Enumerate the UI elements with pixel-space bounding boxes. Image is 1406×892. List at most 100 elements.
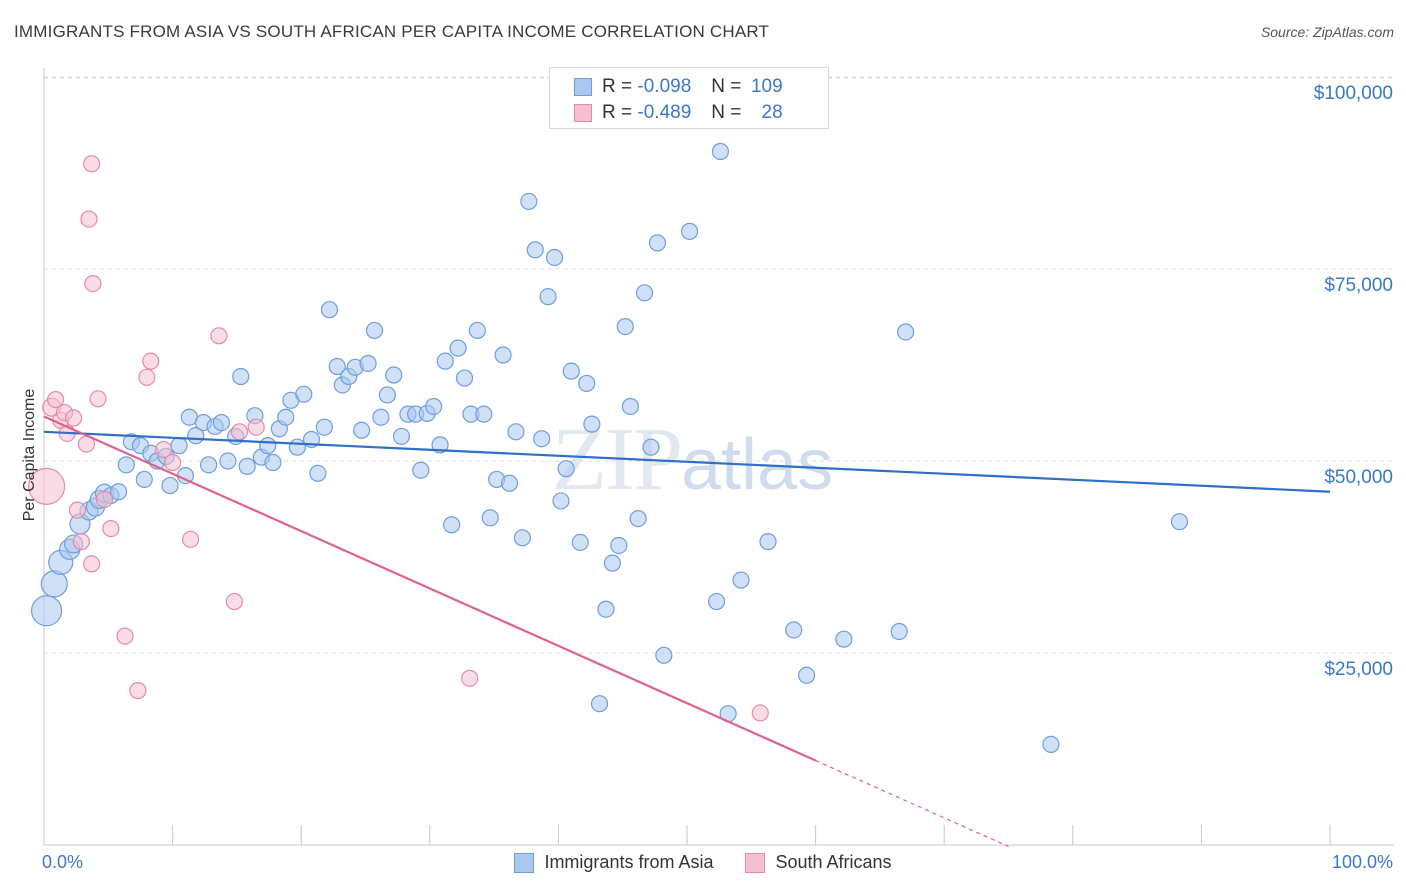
asia-point-79 [545, 248, 564, 267]
asia-point-69 [481, 509, 499, 527]
asia-point-83 [571, 533, 589, 552]
asia-point-62 [436, 352, 454, 370]
south-african-point-26 [84, 274, 102, 293]
asia-point-61 [431, 436, 449, 454]
south-african-point-22 [225, 592, 243, 611]
asia-point-19 [161, 476, 179, 495]
asia-point-25 [200, 456, 218, 474]
asia-point-88 [603, 554, 622, 572]
stats-row-asia: R = -0.098 N = 109 [550, 74, 783, 100]
asia-point-108 [1042, 735, 1060, 753]
asia-point-64 [449, 339, 467, 357]
asia-point-42 [309, 464, 327, 482]
stats-r-value: -0.489 [637, 102, 692, 123]
south-african-point-12 [95, 490, 114, 508]
chart-title: IMMIGRANTS FROM ASIA VS SOUTH AFRICAN PE… [14, 22, 770, 41]
gridlines [44, 76, 1394, 654]
asia-point-54 [385, 366, 403, 384]
watermark: ZIPatlas [552, 408, 833, 511]
south-african-point-2 [46, 390, 65, 409]
asia-point-30 [232, 367, 250, 386]
asia-point-77 [533, 430, 551, 448]
asia-point-94 [642, 438, 660, 456]
asia-point-44 [320, 301, 339, 319]
asia-point-67 [468, 321, 486, 340]
south-african-point-29 [751, 704, 769, 722]
axes [43, 68, 1394, 846]
y-tick-label-0: $25,000 [1324, 659, 1393, 680]
asia-point-107 [897, 323, 915, 341]
asia-point-37 [277, 408, 295, 426]
series-south-africans [27, 155, 769, 722]
asia-point-20 [170, 437, 188, 455]
asia-point-40 [295, 385, 313, 403]
asia-point-96 [655, 646, 673, 664]
asia-point-43 [315, 418, 333, 436]
asia-point-109 [1170, 513, 1189, 531]
stats-swatch-asia [574, 78, 592, 96]
stats-swatch-south-africans [574, 104, 592, 122]
stats-r-label: R = [602, 102, 633, 123]
asia-point-34 [259, 437, 277, 455]
south-african-point-24 [247, 418, 265, 436]
asia-point-103 [785, 621, 803, 639]
south-african-point-18 [154, 440, 173, 459]
series-immigrants-from-asia [30, 142, 1189, 753]
correlation-stats-box: R = -0.098 N = 109 R = -0.489 N = 28 [549, 67, 829, 129]
south-african-point-27 [82, 155, 101, 173]
trend-line-south-africans [43, 415, 817, 762]
south-african-point-23 [230, 423, 249, 441]
stats-n-value: 109 [750, 76, 783, 97]
stats-row-south-africans: R = -0.489 N = 28 [550, 100, 783, 126]
legend-item-south-africans[interactable]: South Africans [745, 852, 892, 873]
y-tick-label-3: $100,000 [1313, 83, 1393, 104]
trend-lines [43, 415, 1331, 848]
asia-point-90 [616, 318, 634, 336]
asia-point-95 [648, 234, 667, 252]
asia-point-52 [372, 408, 390, 426]
asia-point-104 [797, 666, 816, 684]
asia-point-82 [562, 362, 580, 380]
legend-item-asia[interactable]: Immigrants from Asia [514, 852, 713, 873]
asia-point-73 [507, 423, 525, 441]
asia-point-87 [597, 600, 615, 618]
asia-point-76 [526, 241, 544, 259]
asia-point-81 [557, 460, 575, 478]
asia-point-78 [539, 288, 557, 306]
asia-point-75 [520, 192, 538, 211]
south-african-point-28 [461, 669, 479, 687]
asia-point-102 [759, 533, 777, 551]
south-african-point-11 [89, 390, 107, 408]
asia-point-12 [117, 456, 135, 474]
chart-legend: Immigrants from Asia South Africans [0, 852, 1406, 873]
trend-line-south-africans-extension [815, 759, 1009, 848]
stats-n-value: 28 [761, 102, 783, 123]
asia-point-99 [711, 142, 730, 161]
legend-swatch-south-africans [745, 852, 766, 873]
asia-point-89 [610, 536, 628, 555]
south-african-point-21 [210, 327, 228, 345]
asia-point-15 [135, 470, 153, 489]
asia-point-86 [590, 695, 609, 713]
stats-n-label: N = [711, 102, 742, 123]
stats-r-label: R = [602, 76, 633, 97]
asia-point-85 [583, 415, 601, 433]
south-african-point-19 [164, 453, 182, 472]
asia-point-98 [707, 592, 726, 611]
south-african-point-15 [129, 682, 147, 700]
asia-point-84 [578, 374, 596, 393]
south-african-point-6 [64, 409, 83, 427]
south-african-point-25 [80, 210, 98, 228]
asia-point-28 [219, 452, 237, 470]
south-african-point-7 [68, 501, 87, 519]
asia-point-11 [109, 483, 128, 501]
asia-point-53 [378, 386, 396, 404]
trend-line-asia [43, 430, 1331, 493]
asia-point-50 [359, 354, 377, 373]
south-african-point-10 [82, 555, 101, 573]
y-tick-label-1: $50,000 [1324, 467, 1393, 488]
asia-point-35 [264, 453, 282, 472]
y-tick-label-2: $75,000 [1324, 275, 1393, 296]
asia-point-106 [890, 622, 908, 641]
asia-point-31 [238, 457, 256, 475]
